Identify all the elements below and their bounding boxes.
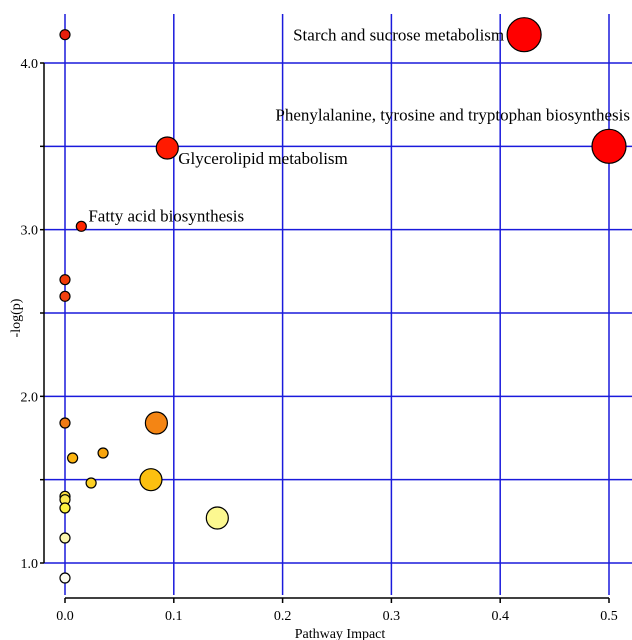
x-tick-label: 0.1 [165,609,183,624]
grid [44,14,632,595]
tick-labels: 1.0 2.0 3.0 4.0 0.0 0.1 0.2 0.3 0.4 0.5 [21,57,618,624]
pathway-point [59,274,71,286]
pathway-point [97,447,109,459]
pathway-point [155,136,179,160]
x-tick-label: 0.3 [383,609,401,624]
y-tick-label: 1.0 [21,557,39,572]
pathway-point [75,220,87,232]
pathway-point [591,128,627,164]
x-tick-label: 0.0 [56,609,74,624]
pathway-point [205,506,229,530]
x-tick-label: 0.5 [600,609,618,624]
pathway-annotation: Fatty acid biosynthesis [88,206,244,225]
pathway-point [59,290,71,302]
y-tick-label: 4.0 [21,57,39,72]
x-tick-label: 0.4 [491,609,509,624]
x-tick-label: 0.2 [274,609,292,624]
pathway-point [59,502,71,514]
pathway-point [506,17,542,53]
y-tick-label: 3.0 [21,224,39,239]
x-axis-label: Pathway Impact [295,627,386,640]
axes [40,62,610,603]
pathway-point [139,468,163,492]
point-annotations: Starch and sucrose metabolism Phenylalani… [88,26,630,226]
pathway-point [85,477,97,489]
y-tick-label: 2.0 [21,390,39,405]
pathway-annotation: Phenylalanine, tyrosine and tryptophan b… [275,105,630,124]
y-axis-label: -log(p) [9,298,24,337]
pathway-point [59,417,71,429]
pathway-point [59,29,71,41]
pathway-point [59,532,71,544]
data-points [59,17,627,584]
pathway-annotation: Starch and sucrose metabolism [293,26,504,45]
pathway-point [59,572,71,584]
pathway-point [144,411,168,435]
pathway-annotation: Glycerolipid metabolism [178,149,348,168]
pathway-point [67,452,79,464]
